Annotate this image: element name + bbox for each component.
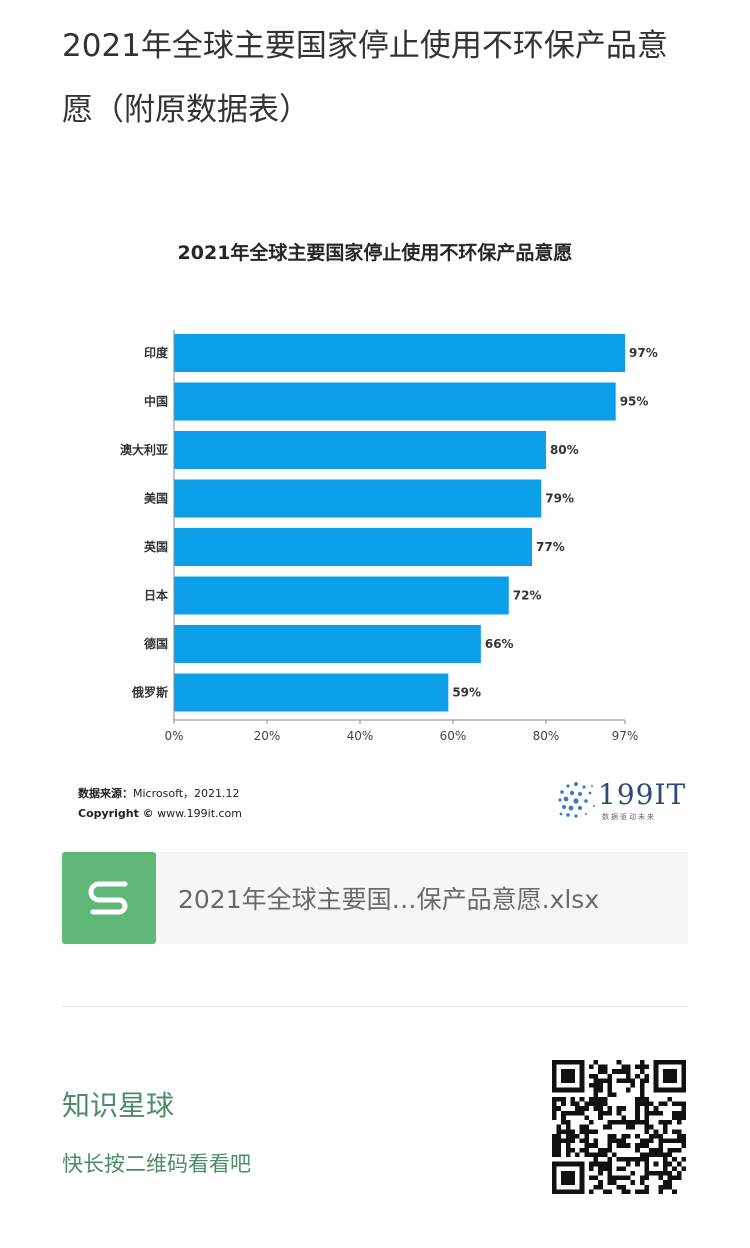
bar [174, 334, 625, 372]
x-tick-label: 40% [347, 729, 374, 743]
article-title: 2021年全球主要国家停止使用不环保产品意愿（附原数据表） [62, 28, 668, 128]
data-label: 80% [550, 443, 579, 457]
data-label: 72% [513, 589, 542, 603]
category-label: 澳大利亚 [120, 442, 168, 457]
data-label: 79% [545, 492, 574, 506]
brand-name: 199IT [598, 778, 687, 811]
copyright-label: Copyright © [78, 807, 154, 820]
bar [174, 382, 616, 421]
file-name: 2021年全球主要国…保产品意愿.xlsx [178, 885, 600, 914]
bar [174, 625, 481, 663]
x-tick-label: 97% [612, 729, 639, 743]
source-value: Microsoft，2021.12 [133, 787, 240, 800]
bar [174, 479, 542, 518]
qr-code-icon[interactable] [552, 1060, 686, 1194]
category-label: 中国 [144, 394, 168, 409]
brand-dots-icon [558, 782, 596, 818]
data-label: 77% [536, 540, 565, 554]
bar [174, 673, 449, 712]
category-label: 俄罗斯 [131, 685, 168, 700]
data-label: 95% [620, 395, 649, 409]
spreadsheet-s-icon [62, 852, 156, 944]
brand-logo: 199IT 数据驱动未来 [552, 776, 685, 824]
bar-chart: 印度 97% 中国 95% 澳大利亚 80% 美国 79% 英国 77% 日本 72% 德国 66% 俄罗斯… [120, 330, 658, 743]
bar [174, 576, 509, 615]
brand-slogan: 数据驱动未来 [602, 813, 656, 821]
x-tick-label: 20% [254, 729, 281, 743]
data-label: 97% [629, 346, 658, 360]
chart-title: 2021年全球主要国家停止使用不环保产品意愿 [177, 242, 573, 264]
category-label: 美国 [144, 491, 168, 506]
chart-figure: 2021年全球主要国家停止使用不环保产品意愿 印度 97% 中国 95% 澳大利亚 80%… [62, 210, 688, 840]
copyright-value: www.199it.com [157, 807, 243, 820]
data-label: 66% [485, 637, 514, 651]
category-label: 印度 [144, 345, 169, 360]
x-tick-label: 60% [440, 729, 467, 743]
file-attachment-card[interactable]: 2021年全球主要国…保产品意愿.xlsx [62, 852, 688, 944]
source-label: 数据来源： [78, 787, 133, 800]
data-label: 59% [452, 686, 481, 700]
category-label: 日本 [144, 588, 168, 603]
chart-source: 数据来源：Microsoft，2021.12 Copyright © www.1… [78, 784, 242, 824]
bar [174, 431, 546, 469]
promo-title: 知识星球 [62, 1089, 175, 1122]
x-tick-label: 80% [533, 729, 560, 743]
bar [174, 528, 533, 566]
divider [62, 1006, 688, 1007]
category-label: 德国 [144, 636, 168, 651]
category-label: 英国 [144, 539, 168, 554]
promo-subtitle: 快长按二维码看看吧 [62, 1152, 251, 1176]
x-tick-label: 0% [164, 729, 183, 743]
